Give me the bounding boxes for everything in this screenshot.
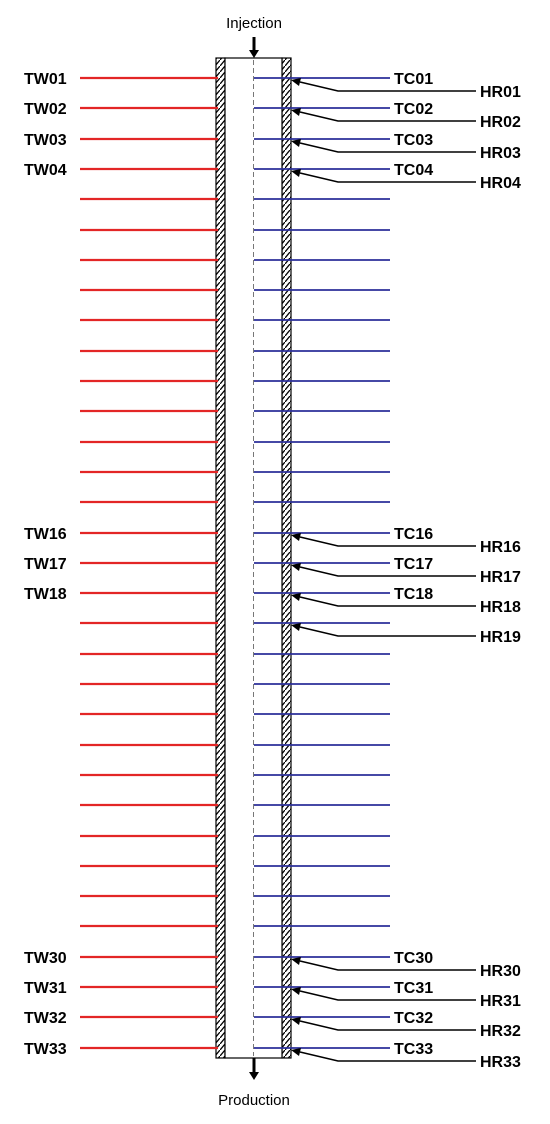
probe-row: TW33 TC33 HR33 bbox=[24, 1041, 521, 1071]
wall-probe-label: TW16 bbox=[24, 526, 67, 543]
center-probe-label: TC17 bbox=[394, 556, 433, 573]
probe-row: TW16 TC16 HR16 bbox=[24, 526, 521, 556]
probe-row: TW17 TC17 HR17 bbox=[24, 556, 521, 586]
wall-probe-label: TW31 bbox=[24, 980, 67, 997]
center-probe-label: TC16 bbox=[394, 526, 433, 543]
inlet-arrow-icon bbox=[249, 37, 259, 58]
probe-row: TW01 TC01 HR01 bbox=[24, 71, 521, 101]
heater-leader-line bbox=[299, 81, 476, 92]
center-probe-label: TC32 bbox=[394, 1010, 433, 1027]
center-probe-label: TC31 bbox=[394, 980, 433, 997]
center-probe-label: TC18 bbox=[394, 586, 433, 603]
heater-leader-line bbox=[299, 1051, 476, 1062]
wall-probe-label: TW33 bbox=[24, 1041, 67, 1058]
probe-row: TW32 TC32 HR32 bbox=[24, 1010, 521, 1040]
heater-arrowhead-icon bbox=[291, 593, 301, 601]
probe-row: TW02 TC02 HR02 bbox=[24, 101, 521, 131]
heater-arrowhead-icon bbox=[291, 139, 301, 147]
heater-arrowhead-icon bbox=[291, 563, 301, 571]
heater-label: HR19 bbox=[480, 629, 521, 646]
heater-leader-line bbox=[299, 1020, 476, 1031]
wall-probe-label: TW02 bbox=[24, 101, 67, 118]
heater-leader-line bbox=[299, 626, 476, 637]
center-probe-label: TC01 bbox=[394, 71, 433, 88]
heater-leader-line bbox=[299, 960, 476, 971]
column-body bbox=[215, 57, 292, 1059]
right-insulation-wall bbox=[281, 57, 292, 1059]
wall-probe-label: TW18 bbox=[24, 586, 67, 603]
wall-probe-label: TW04 bbox=[24, 162, 67, 179]
center-probe-label: TC02 bbox=[394, 101, 433, 118]
heater-arrowhead-icon bbox=[291, 108, 301, 116]
wall-probe-label: TW17 bbox=[24, 556, 67, 573]
wall-probe-label: TW30 bbox=[24, 950, 67, 967]
heater-leader-line bbox=[299, 596, 476, 607]
heater-label: HR31 bbox=[480, 993, 521, 1010]
production-label: Production bbox=[218, 1092, 290, 1109]
heater-arrowhead-icon bbox=[291, 78, 301, 86]
heater-leader-line bbox=[299, 172, 476, 183]
heater-label: HR18 bbox=[480, 599, 521, 616]
heater-label: HR17 bbox=[480, 569, 521, 586]
probe-row: TW04 TC04 HR04 bbox=[24, 162, 521, 192]
probe-row: TW30 TC30 HR30 bbox=[24, 950, 521, 980]
heater-arrowhead-icon bbox=[291, 957, 301, 965]
heater-label: HR01 bbox=[480, 84, 521, 101]
heater-leader-line bbox=[299, 566, 476, 577]
heater-leader-line bbox=[299, 142, 476, 153]
heater-label: HR32 bbox=[480, 1023, 521, 1040]
heater-arrowhead-icon bbox=[291, 533, 301, 541]
wall-probe-label: TW03 bbox=[24, 132, 67, 149]
center-probe-label: TC30 bbox=[394, 950, 433, 967]
heater-label: HR02 bbox=[480, 114, 521, 131]
heater-leader-line bbox=[299, 111, 476, 122]
probe-row: TW03 TC03 HR03 bbox=[24, 132, 521, 162]
injection-label: Injection bbox=[226, 15, 282, 32]
probe-row: HR19 bbox=[80, 621, 521, 646]
heater-arrowhead-icon bbox=[291, 623, 301, 631]
probe-row: TW31 TC31 HR31 bbox=[24, 980, 521, 1010]
wall-probe-label: TW32 bbox=[24, 1010, 67, 1027]
heater-label: HR30 bbox=[480, 963, 521, 980]
heater-label: HR16 bbox=[480, 539, 521, 556]
heater-label: HR04 bbox=[480, 175, 521, 192]
heater-arrowhead-icon bbox=[291, 987, 301, 995]
center-probe-label: TC33 bbox=[394, 1041, 433, 1058]
heater-arrowhead-icon bbox=[291, 1048, 301, 1056]
outlet-arrow-icon bbox=[249, 1058, 259, 1080]
heater-leader-line bbox=[299, 536, 476, 547]
heater-leader-line bbox=[299, 990, 476, 1001]
left-insulation-wall bbox=[215, 57, 226, 1059]
heater-arrowhead-icon bbox=[291, 169, 301, 177]
heater-label: HR03 bbox=[480, 145, 521, 162]
heater-arrowhead-icon bbox=[291, 1017, 301, 1025]
wall-probe-label: TW01 bbox=[24, 71, 67, 88]
center-probe-label: TC03 bbox=[394, 132, 433, 149]
probe-row: TW18 TC18 HR18 bbox=[24, 586, 521, 616]
heater-label: HR33 bbox=[480, 1054, 521, 1071]
center-probe-label: TC04 bbox=[394, 162, 433, 179]
